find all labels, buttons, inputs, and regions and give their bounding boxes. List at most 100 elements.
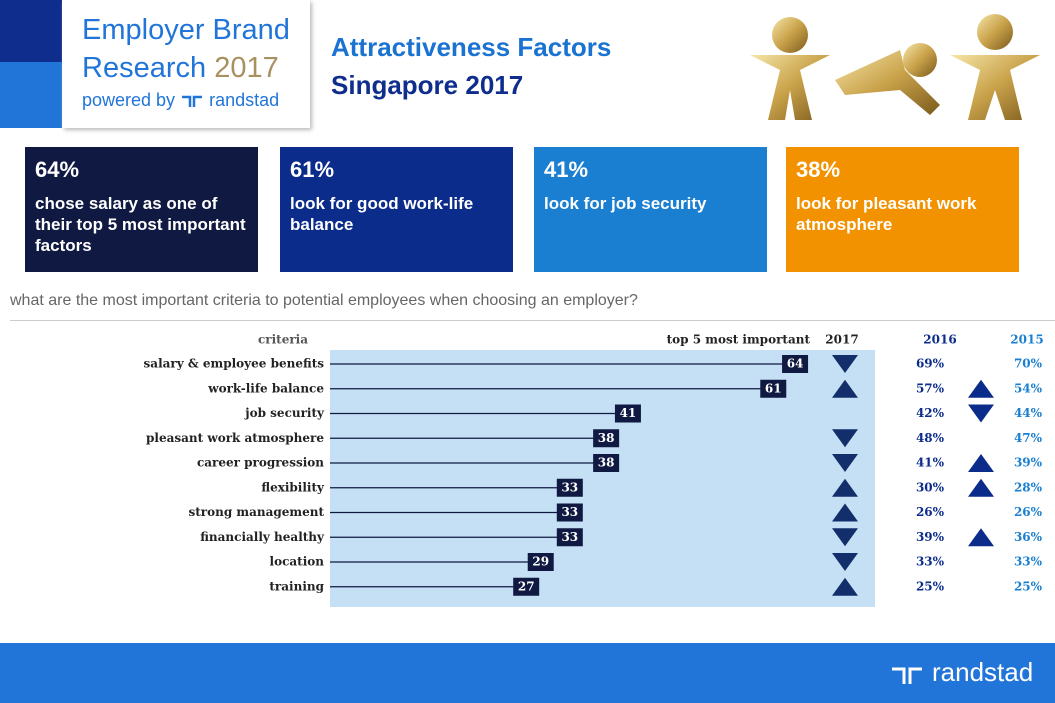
- column-header: 2015: [1010, 333, 1043, 347]
- trend-arrow: [968, 404, 994, 423]
- trend-arrow: [832, 553, 858, 571]
- category-label: training: [269, 579, 324, 593]
- trend-arrow: [832, 429, 858, 448]
- logo-box: Employer Brand Research 2017 powered by …: [62, 0, 310, 128]
- highlight-text: look for job security: [544, 194, 707, 213]
- trend-arrow: [832, 355, 858, 373]
- value-label: 33: [561, 480, 578, 494]
- highlight-text: look for pleasant work atmosphere: [796, 194, 977, 234]
- trend-arrow: [832, 528, 858, 547]
- category-label: job security: [244, 406, 325, 420]
- logo-line: Employer Brand: [82, 14, 290, 47]
- title: Attractiveness Factors: [331, 32, 612, 62]
- value-box: [593, 454, 620, 472]
- category-label: salary & employee benefits: [144, 357, 325, 371]
- highlight-box: 41% look for job security: [534, 147, 767, 272]
- brand-mark: [892, 667, 922, 684]
- column-header: criteria: [258, 333, 308, 347]
- divider: [10, 320, 1055, 321]
- logo-stripe: [0, 0, 62, 62]
- category-label: flexibility: [261, 480, 325, 494]
- value-2016: 41%: [916, 456, 945, 470]
- value-label: 64: [787, 357, 804, 371]
- value-2015: 54%: [1014, 381, 1043, 395]
- logo-line: powered by randstad: [82, 90, 279, 111]
- highlight-value: 38%: [796, 157, 841, 182]
- value-label: 29: [532, 555, 549, 569]
- chart: criteria top 5 most important 2017 2016 2015…: [144, 333, 1044, 607]
- trend-arrow: [832, 478, 858, 497]
- category-label: financially healthy: [200, 530, 325, 544]
- category-label: strong management: [188, 505, 324, 519]
- value-2016: 25%: [916, 579, 945, 593]
- trend-arrow: [968, 379, 994, 398]
- figures: [750, 14, 1040, 120]
- value-2015: 70%: [1014, 357, 1043, 371]
- logo-year: 2017: [214, 52, 279, 84]
- value-2015: 44%: [1014, 406, 1043, 420]
- value-box: [760, 379, 787, 398]
- value-2016: 33%: [916, 555, 945, 569]
- highlight-text: look for good work-life balance: [290, 194, 474, 234]
- value-label: 41: [620, 406, 637, 420]
- value-2015: 47%: [1014, 431, 1043, 445]
- value-label: 38: [598, 431, 615, 445]
- value-box: [527, 553, 554, 571]
- logo-text: Employer Brand: [82, 14, 290, 46]
- trend-arrow: [968, 454, 994, 472]
- logo-text: powered by: [82, 90, 176, 110]
- value-box: [556, 503, 583, 522]
- value-label: 61: [765, 381, 782, 395]
- value-label: 33: [561, 505, 578, 519]
- trend-arrow: [832, 577, 858, 596]
- value-2015: 39%: [1014, 456, 1043, 470]
- value-2015: 33%: [1014, 555, 1043, 569]
- chart-title: what are the most important criteria to …: [10, 292, 638, 309]
- footer: randstad: [0, 643, 1055, 703]
- trend-arrow: [832, 454, 858, 472]
- highlight-text: chose salary as one of their top 5 most …: [35, 194, 246, 255]
- highlight-box: 61% look for good work-life balance: [280, 147, 513, 272]
- category-label: work-life balance: [207, 381, 324, 395]
- column-header: 2016: [923, 333, 956, 347]
- logo-line: Research 2017: [82, 52, 279, 85]
- value-2016: 42%: [916, 406, 945, 420]
- highlight-box: 38% look for pleasant work atmosphere: [786, 147, 1019, 272]
- value-box: [556, 478, 583, 497]
- column-header: top 5 most important: [667, 333, 811, 347]
- highlight-value: 61%: [290, 157, 335, 182]
- footer-brand: randstad: [932, 657, 1034, 687]
- value-box: [782, 355, 809, 373]
- trend-arrow: [968, 528, 994, 547]
- category-label: pleasant work atmosphere: [146, 431, 324, 445]
- highlight-box: 64% chose salary as one of their top 5 mo…: [25, 147, 258, 272]
- value-2016: 39%: [916, 530, 945, 544]
- subtitle: Singapore 2017: [331, 70, 524, 100]
- value-box: [614, 404, 641, 423]
- brand-mark: [182, 96, 203, 108]
- value-box: [556, 528, 583, 547]
- value-2015: 25%: [1014, 579, 1043, 593]
- value-box: [513, 577, 540, 596]
- value-2016: 48%: [916, 431, 945, 445]
- value-2015: 26%: [1014, 505, 1043, 519]
- value-label: 27: [518, 579, 535, 593]
- value-2015: 36%: [1014, 530, 1043, 544]
- value-2016: 57%: [916, 381, 945, 395]
- trend-arrow: [968, 478, 994, 497]
- value-label: 33: [561, 530, 578, 544]
- category-label: location: [270, 555, 325, 569]
- trend-arrow: [832, 379, 858, 398]
- logo-brand: randstad: [209, 90, 280, 110]
- logo-text: Research: [82, 52, 207, 84]
- value-label: 38: [598, 456, 615, 470]
- value-box: [593, 429, 620, 448]
- column-header: 2017: [825, 333, 858, 347]
- trend-arrow: [832, 503, 858, 522]
- highlight-value: 41%: [544, 157, 589, 182]
- value-2016: 26%: [916, 505, 945, 519]
- value-2016: 69%: [916, 357, 945, 371]
- highlight-value: 64%: [35, 157, 80, 182]
- logo-stripe: [0, 62, 62, 128]
